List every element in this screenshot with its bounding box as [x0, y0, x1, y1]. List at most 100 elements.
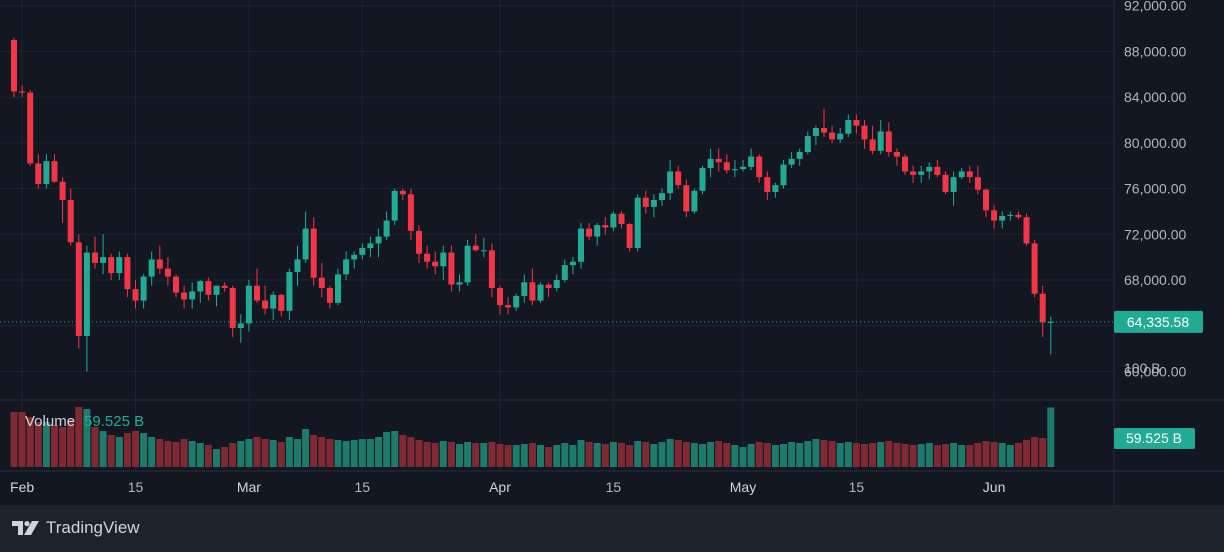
candle[interactable]	[254, 268, 260, 303]
candle[interactable]	[731, 160, 738, 178]
candle[interactable]	[132, 280, 139, 309]
candle[interactable]	[561, 259, 568, 283]
candle[interactable]	[667, 160, 674, 200]
candle[interactable]	[375, 228, 382, 258]
candle[interactable]	[140, 274, 147, 309]
candle[interactable]	[634, 194, 641, 252]
candle[interactable]	[189, 282, 196, 309]
candle[interactable]	[367, 236, 374, 258]
candle[interactable]	[999, 211, 1006, 229]
candle[interactable]	[812, 125, 819, 146]
candle[interactable]	[861, 120, 868, 149]
candle[interactable]	[245, 280, 252, 332]
candle[interactable]	[1015, 211, 1022, 220]
candle[interactable]	[335, 268, 341, 306]
candle[interactable]	[553, 274, 560, 292]
candle[interactable]	[545, 282, 552, 298]
candle[interactable]	[1023, 213, 1030, 246]
candle[interactable]	[59, 177, 66, 223]
candle[interactable]	[691, 188, 698, 214]
candle[interactable]	[148, 251, 155, 286]
candle[interactable]	[974, 165, 981, 195]
candle[interactable]	[286, 268, 293, 320]
candle[interactable]	[853, 114, 860, 134]
candle[interactable]	[270, 291, 277, 320]
candle[interactable]	[1039, 285, 1046, 338]
candle[interactable]	[318, 262, 325, 298]
candle[interactable]	[432, 251, 439, 275]
candle[interactable]	[513, 293, 520, 311]
candle[interactable]	[197, 280, 204, 303]
candle[interactable]	[618, 211, 625, 229]
volume-legend[interactable]: Volume 59.525 B	[25, 413, 144, 430]
candle[interactable]	[659, 188, 665, 206]
candle[interactable]	[626, 222, 633, 252]
candle[interactable]	[529, 268, 536, 306]
candle[interactable]	[885, 122, 892, 157]
candle[interactable]	[262, 285, 269, 315]
candle[interactable]	[416, 225, 422, 263]
candle[interactable]	[326, 285, 333, 309]
candle[interactable]	[1047, 316, 1054, 355]
candle[interactable]	[910, 165, 917, 183]
candle[interactable]	[707, 148, 714, 178]
candle[interactable]	[650, 194, 657, 218]
candle[interactable]	[448, 245, 455, 292]
candle[interactable]	[343, 251, 350, 280]
candle[interactable]	[926, 162, 933, 180]
candle[interactable]	[407, 188, 414, 240]
candle[interactable]	[764, 171, 771, 200]
candle[interactable]	[578, 222, 584, 269]
candle[interactable]	[156, 245, 163, 275]
candle[interactable]	[488, 243, 495, 298]
candle[interactable]	[456, 274, 463, 292]
candle[interactable]	[497, 285, 503, 315]
candle[interactable]	[877, 120, 884, 155]
candle[interactable]	[602, 217, 609, 235]
candle[interactable]	[1031, 240, 1038, 298]
candle[interactable]	[934, 160, 941, 178]
candle[interactable]	[302, 211, 309, 263]
candle[interactable]	[586, 222, 593, 240]
candle[interactable]	[221, 282, 228, 292]
candle[interactable]	[569, 257, 576, 275]
candle[interactable]	[821, 108, 827, 138]
candle[interactable]	[278, 293, 285, 317]
candle[interactable]	[699, 165, 706, 195]
candle[interactable]	[440, 245, 447, 280]
candle[interactable]	[205, 277, 212, 301]
candle[interactable]	[124, 253, 131, 298]
candle[interactable]	[108, 253, 115, 280]
candle[interactable]	[51, 154, 58, 183]
candle[interactable]	[92, 236, 98, 269]
candle[interactable]	[991, 205, 998, 229]
candle[interactable]	[983, 188, 989, 218]
candle[interactable]	[229, 285, 236, 338]
candle[interactable]	[642, 190, 649, 214]
candle[interactable]	[480, 237, 487, 258]
candle[interactable]	[383, 211, 390, 240]
candle[interactable]	[359, 243, 366, 260]
candle[interactable]	[950, 171, 957, 206]
candle[interactable]	[67, 188, 74, 246]
candle[interactable]	[748, 148, 755, 171]
candle[interactable]	[11, 37, 17, 98]
candle[interactable]	[845, 114, 852, 138]
candle[interactable]	[723, 154, 730, 174]
candle[interactable]	[740, 160, 746, 172]
candle[interactable]	[837, 128, 844, 143]
candle[interactable]	[902, 154, 908, 175]
candle[interactable]	[181, 285, 188, 309]
candle[interactable]	[804, 131, 811, 155]
candle[interactable]	[683, 179, 690, 218]
candle[interactable]	[116, 251, 123, 280]
candle[interactable]	[505, 297, 512, 315]
candle[interactable]	[43, 154, 50, 189]
candle[interactable]	[780, 160, 787, 189]
candle[interactable]	[472, 234, 479, 252]
candle[interactable]	[869, 125, 876, 155]
candle[interactable]	[19, 85, 26, 98]
candle[interactable]	[772, 182, 779, 198]
candle[interactable]	[164, 257, 171, 286]
candle[interactable]	[237, 314, 244, 343]
